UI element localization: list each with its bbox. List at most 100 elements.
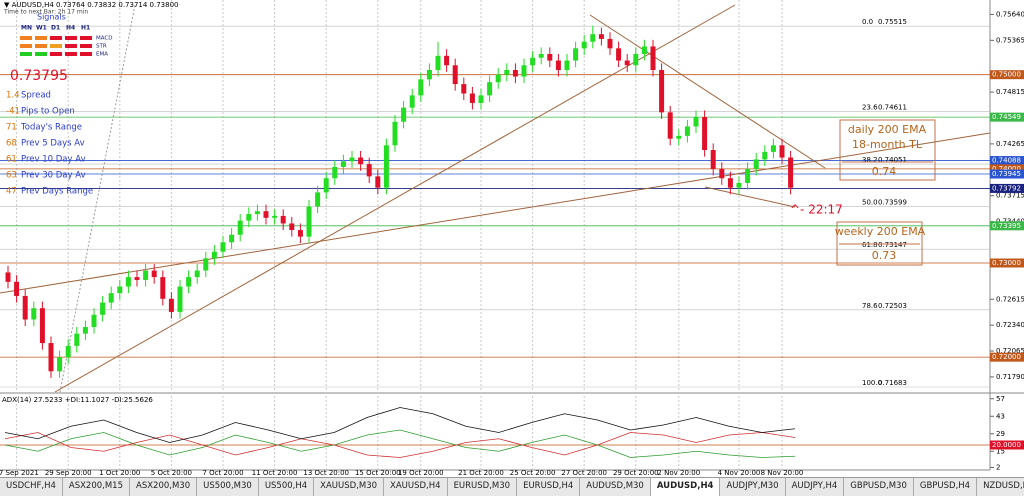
candle-body [194, 270, 200, 278]
annotation: 0.73 [872, 249, 897, 262]
signal-bar [50, 44, 62, 48]
stat-label: Prev 10 Day Av [21, 155, 86, 165]
chart-tab[interactable]: GBPUSD,H4 [914, 478, 978, 496]
candle-body [160, 277, 166, 299]
y-tick-label: 15 [996, 447, 1005, 455]
signal-timeframe: H4 [66, 25, 75, 32]
chart-tab[interactable]: GBPUSD,M30 [844, 478, 914, 496]
signal-bar [50, 36, 62, 40]
candle-body [383, 145, 389, 188]
chart-tab[interactable]: NZDUSD,M30 [977, 478, 1024, 496]
timer: Time to next Bar: 2h 17 min [3, 9, 88, 16]
tab-bar: USDCHF,H4 ASX200,M15 ASX200,M30 US500,M30 US… [0, 477, 1024, 496]
candle-body [263, 211, 269, 218]
signal-row-label: STR [96, 44, 107, 50]
x-tick-label: 29 Oct 20:00 [613, 469, 659, 477]
stat-value: 47 [6, 187, 17, 197]
y-tick-label: 0.74265 [996, 140, 1024, 148]
fib-price: 0.71683 [878, 379, 907, 387]
y-tick-label: 0.75365 [996, 36, 1024, 44]
candle-body [306, 206, 312, 237]
chart-tab[interactable]: USDCHF,H4 [0, 478, 63, 496]
bid-price: 0.73795 [10, 68, 68, 84]
x-tick-label: 11 Oct 20:00 [252, 469, 298, 477]
candle-body [770, 145, 776, 152]
candle-body [650, 46, 656, 70]
x-tick-label: 27 Oct 20:00 [561, 469, 607, 477]
x-tick-label: 15 Oct 20:00 [355, 469, 401, 477]
chart-tab[interactable]: ASX200,M30 [130, 478, 198, 496]
stat-value: 63 [6, 171, 17, 181]
fib-ratio: 100.0 [862, 379, 882, 387]
x-tick-label: 25 Oct 20:00 [510, 469, 556, 477]
candle-body [693, 117, 699, 127]
trend-line [589, 14, 826, 169]
candle-body [272, 215, 278, 218]
y-tick-label: 0.73715 [996, 192, 1024, 200]
chart-tab[interactable]: US500,M30 [197, 478, 259, 496]
candle-body [762, 151, 768, 160]
signal-bar [35, 36, 47, 40]
price-level-label: 0.74000 [992, 165, 1021, 173]
candle-body [616, 48, 622, 61]
chart-tab[interactable]: XAUUSD,M30 [314, 478, 385, 496]
x-tick-label: 7 Oct 20:00 [202, 469, 243, 477]
candle-body [323, 178, 329, 193]
chart-tab[interactable]: AUDJPY,H4 [786, 478, 845, 496]
signal-bar [50, 52, 62, 56]
candle-body [547, 53, 553, 61]
fib-price: 0.74051 [878, 156, 907, 164]
adx-line [4, 429, 796, 458]
y-tick-label: 29 [996, 430, 1005, 438]
background [0, 0, 1024, 477]
candle-body [349, 157, 355, 162]
adx-line [4, 407, 796, 443]
price-level-label: 0.72000 [992, 353, 1021, 361]
price-level-label: 0.73000 [992, 259, 1021, 267]
candle-body [573, 48, 579, 61]
candle-body [177, 286, 183, 312]
candle-body [315, 192, 321, 207]
chart-tab[interactable]: XAUUSD,H4 [384, 478, 448, 496]
signal-bar [35, 52, 47, 56]
candle-body [366, 164, 372, 177]
stat-label: Prev 5 Days Av [21, 139, 85, 149]
adx-label: ADX(14) 27.5233 +DI:11.1027 -DI:25.5626 [2, 396, 153, 404]
chart-tab[interactable]: ASX200,M15 [63, 478, 130, 496]
candle-body [564, 60, 570, 70]
adx-level-tag [990, 440, 1024, 450]
fib-price: 0.75515 [878, 18, 907, 26]
candle-body [297, 230, 303, 237]
candle-body [598, 34, 604, 39]
chart-tab[interactable]: US500,H4 [259, 478, 315, 496]
chart-tab[interactable]: AUDUSD,M30 [580, 478, 651, 496]
fib-price: 0.72503 [878, 302, 907, 310]
signal-bar [80, 52, 92, 56]
stat-label: Prev 30 Day Av [21, 171, 86, 181]
candle-body [82, 327, 88, 334]
y-tick-label: 57 [996, 395, 1005, 403]
candle-body [254, 211, 260, 215]
price-level-label: 0.75000 [992, 71, 1021, 79]
chart-tab[interactable]: AUDJPY,M30 [720, 478, 786, 496]
candle-body [280, 215, 286, 224]
chart-tab[interactable]: EURUSD,M30 [448, 478, 518, 496]
fib-price: 0.73599 [878, 199, 907, 207]
candle-body [555, 60, 561, 70]
candle-body [125, 277, 131, 287]
annotation: weekly 200 EMA [835, 225, 926, 238]
price-level-tag [990, 169, 1024, 179]
price-level-tag [990, 221, 1024, 231]
chart-tab[interactable]: EURUSD,H4 [517, 478, 581, 496]
price-level-label: 0.74549 [992, 113, 1021, 121]
price-level-tag [990, 70, 1024, 80]
chart: 0.75640 0.75365 0.74815 0.74265 0.73715 0.73 4… [0, 0, 1024, 477]
candle-body [469, 93, 475, 103]
x-tick-label: 21 Oct 20:00 [458, 469, 504, 477]
symbol-line: ▼ AUDUSD,H4 0.73764 0.73832 0.73714 0.73… [4, 1, 179, 9]
signal-row-label: MACD [96, 36, 113, 42]
candle-body [203, 258, 209, 271]
chart-tab[interactable]: AUDUSD,H4 [650, 478, 721, 496]
candle-body [186, 277, 192, 287]
candle-body [487, 82, 493, 96]
